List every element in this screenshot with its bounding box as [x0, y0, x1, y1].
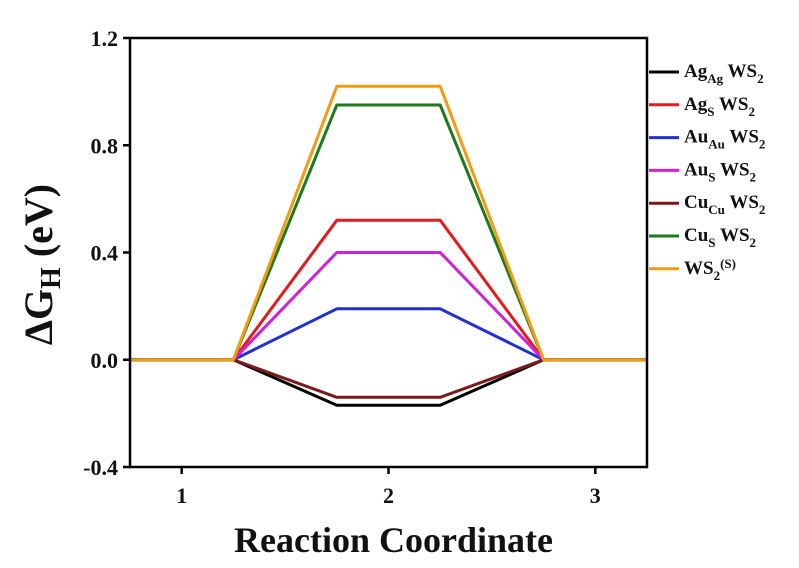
series-line-5: [130, 358, 647, 399]
x-tick-label: 3: [590, 483, 601, 508]
series-line-2: [130, 218, 647, 362]
series-line-3: [130, 307, 647, 362]
y-axis-title-unit: (eV): [16, 184, 61, 267]
y-tick-label: 0.8: [91, 133, 119, 158]
x-tick-label: 1: [176, 483, 187, 508]
series-line-4: [130, 251, 647, 362]
y-axis-title-sub: H: [36, 267, 67, 289]
legend: AgAg WS2 AgS WS2 AuAu WS2 AuS WS2 CuCu WS2 Cu…: [649, 61, 765, 283]
tick-layer: -0.4 0.0 0.4 0.8 1.2 1 2 3: [83, 26, 601, 508]
legend-label-4: AuS WS2: [684, 159, 756, 184]
y-axis-title-main: ΔG: [16, 289, 61, 345]
x-axis-title: Reaction Coordinate: [234, 520, 553, 560]
y-tick-label: 0.4: [91, 241, 119, 266]
series-line-7: [130, 84, 647, 362]
y-tick-label: -0.4: [83, 455, 118, 480]
legend-label-7: WS2(S): [684, 256, 736, 283]
series-layer: [130, 84, 647, 407]
legend-label-3: AuAu WS2: [684, 127, 765, 152]
y-tick-label: 0.0: [91, 348, 119, 373]
legend-label-2: AgS WS2: [684, 94, 755, 119]
legend-label-6: CuS WS2: [684, 225, 756, 250]
y-axis-title: ΔGH (eV): [16, 184, 67, 345]
x-tick-label: 2: [383, 483, 394, 508]
y-tick-label: 1.2: [91, 26, 119, 51]
legend-label-1: AgAg WS2: [684, 61, 764, 86]
legend-label-5: CuCu WS2: [684, 192, 765, 217]
series-line-6: [130, 103, 647, 362]
